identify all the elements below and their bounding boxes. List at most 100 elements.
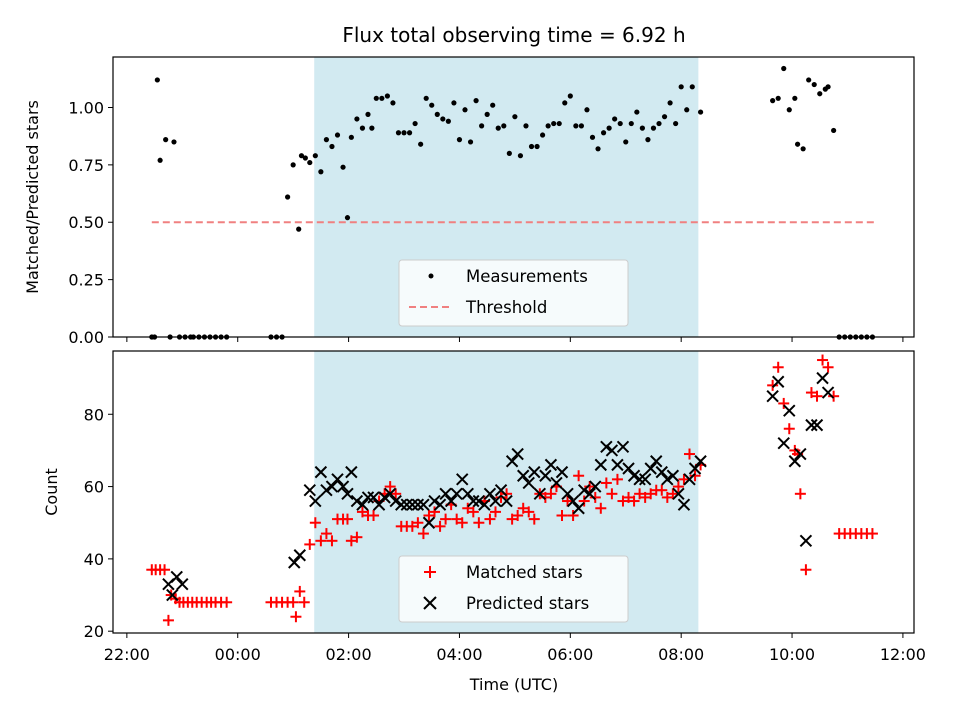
predicted-star-point <box>805 418 818 432</box>
matched-star-point <box>506 513 518 525</box>
matched-star-point <box>672 481 684 493</box>
matched-star-point <box>356 506 368 518</box>
measurement-point <box>296 226 302 232</box>
predicted-star-point <box>372 498 386 511</box>
measurement-point <box>831 127 837 134</box>
matched-star-point <box>298 596 310 608</box>
matched-star-point <box>794 488 806 500</box>
predicted-star-point <box>444 494 458 508</box>
measurement-point <box>806 77 812 83</box>
matched-star-point <box>304 538 316 550</box>
bottom-panel-marks <box>146 354 878 626</box>
matched-star-point <box>326 535 338 547</box>
bottom-legend: Matched stars Predicted stars <box>398 555 629 623</box>
legend-predicted-label: Predicted stars <box>466 594 589 613</box>
predicted-star-point <box>467 494 480 508</box>
measurement-point <box>817 91 823 97</box>
measurement-point <box>171 139 177 145</box>
matched-star-point <box>606 488 618 500</box>
matched-star-point <box>390 488 402 500</box>
predicted-star-point <box>638 473 652 486</box>
measurement-point <box>650 125 657 131</box>
predicted-star-point <box>777 436 790 450</box>
predicted-star-point <box>483 487 497 501</box>
x-tick-label: 02:00 <box>326 645 372 664</box>
measurement-point <box>551 120 557 127</box>
matched-star-point <box>484 513 496 525</box>
predicted-star-point <box>389 494 402 508</box>
matched-star-point <box>634 488 646 500</box>
measurement-point <box>540 132 546 138</box>
predicted-star-point <box>528 465 541 479</box>
measurement-point <box>573 123 579 129</box>
x-tick-label: 00:00 <box>215 645 261 664</box>
measurement-point <box>395 130 402 136</box>
predicted-star-point <box>356 498 369 511</box>
predicted-star-point <box>361 491 375 504</box>
measurement-point <box>401 130 407 136</box>
matched-star-point <box>473 517 485 529</box>
matched-star-point <box>440 513 452 525</box>
matched-star-point <box>645 488 657 500</box>
matched-star-point <box>767 379 779 391</box>
matched-star-point <box>523 506 535 518</box>
measurement-point <box>792 95 798 101</box>
top-legend: Measurements Threshold <box>398 259 629 327</box>
measurement-point <box>384 93 390 99</box>
matched-star-point <box>345 535 357 547</box>
measurement-point <box>639 125 645 131</box>
legend-predicted-marker <box>423 596 437 610</box>
predicted-star-point <box>516 469 530 482</box>
measurement-point <box>811 81 817 88</box>
x-tick-label: 10:00 <box>769 645 815 664</box>
matched-star-point <box>805 387 817 399</box>
measurement-point <box>323 137 330 143</box>
measurement-point <box>606 125 612 131</box>
measurement-point <box>528 143 535 150</box>
measurement-point <box>534 143 540 150</box>
measurement-point <box>589 134 596 140</box>
predicted-star-point <box>577 483 591 497</box>
predicted-star-point <box>325 480 339 493</box>
measurement-point <box>312 153 318 159</box>
predicted-star-point <box>821 386 835 399</box>
predicted-star-point <box>320 483 333 497</box>
top-y-axis-label: Matched/Predicted stars <box>23 100 42 294</box>
measurement-point <box>595 146 601 152</box>
predicted-star-point <box>688 462 702 475</box>
measurement-point <box>334 132 341 138</box>
matched-star-point <box>309 517 321 529</box>
matched-star-point <box>595 502 607 514</box>
matched-star-point <box>667 488 679 500</box>
measurement-point <box>523 123 529 129</box>
measurement-point <box>285 194 291 200</box>
measurement-point <box>473 98 479 104</box>
measurement-point <box>484 111 490 117</box>
measurement-point <box>418 141 424 147</box>
matched-star-point <box>406 520 418 532</box>
measurement-point <box>628 120 634 127</box>
matched-star-point <box>412 517 424 529</box>
measurement-point <box>578 123 585 129</box>
matched-star-point <box>429 506 441 518</box>
measurement-point <box>359 125 366 131</box>
matched-star-point <box>320 528 332 540</box>
predicted-star-point <box>666 469 680 482</box>
measurement-point <box>495 125 501 131</box>
measurement-point <box>290 162 296 168</box>
measurement-point <box>612 116 618 122</box>
matched-star-point <box>623 491 635 503</box>
predicted-star-point <box>633 473 646 486</box>
matched-star-point <box>828 390 840 402</box>
matched-star-point <box>351 531 363 543</box>
measurement-point <box>545 123 551 129</box>
predicted-star-point <box>422 516 436 529</box>
predicted-star-point <box>341 487 354 501</box>
measurement-point <box>354 116 360 122</box>
measurement-point <box>379 95 385 101</box>
matched-star-point <box>462 502 474 514</box>
matched-star-point <box>501 488 513 500</box>
y-tick-label: 0.25 <box>68 271 104 290</box>
predicted-star-point <box>655 465 668 479</box>
predicted-star-point <box>472 494 486 508</box>
